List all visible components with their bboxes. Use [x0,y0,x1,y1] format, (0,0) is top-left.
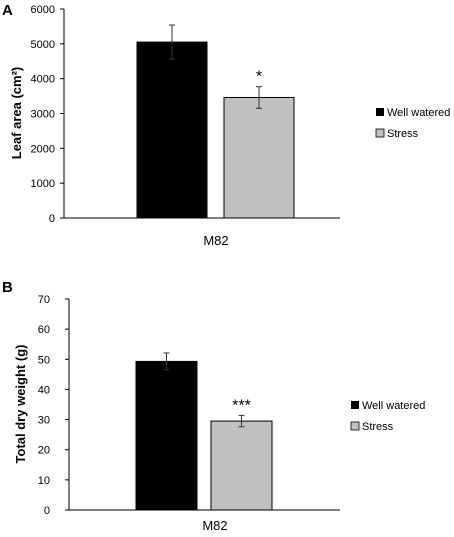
y-ticks-b: 0 10 20 30 40 50 60 70 [38,294,69,517]
y-tick-label: 3000 [31,109,55,121]
panel-letter-b: B [2,279,13,296]
y-axis-label-b: Total dry weight (g) [13,345,28,464]
y-tick-label: 20 [38,445,50,457]
legend-b: Well watered Stress [350,400,425,433]
bar-well-watered [135,360,198,511]
legend-label-stress-a: Stress [387,128,419,140]
panel-a: A 0 1000 2000 3000 4000 5000 6000 * Leaf area … [2,2,450,248]
legend-label-well-watered-a: Well watered [387,107,450,119]
category-label-b: M82 [202,518,227,533]
category-label-a: M82 [203,233,228,248]
y-axis-label-a: Leaf area (cm²) [9,67,24,159]
bar-stress [223,96,295,219]
bar-stress [210,420,273,511]
y-tick-label: 40 [38,384,50,396]
y-tick-label: 5000 [31,39,55,51]
y-tick-label: 0 [49,213,55,225]
legend-swatch-well-watered-b [351,401,359,409]
panel-letter-a: A [2,2,13,19]
legend-swatch-stress-b [350,421,360,431]
y-tick-label: 1000 [31,178,55,190]
legend-swatch-well-watered-a [376,108,384,116]
y-tick-label: 6000 [31,4,55,16]
bars-b: *** [135,352,273,511]
y-tick-label: 2000 [31,143,55,155]
y-tick-label: 4000 [31,74,55,86]
legend-a: Well watered Stress [375,107,450,140]
y-ticks-a: 0 1000 2000 3000 4000 5000 6000 [31,4,64,225]
bar-well-watered [136,41,208,219]
y-tick-label: 60 [38,324,50,336]
y-tick-label: 10 [38,475,50,487]
y-tick-label: 0 [44,505,50,517]
legend-swatch-stress-a [375,128,385,138]
legend-label-well-watered-b: Well watered [362,400,425,412]
y-tick-label: 50 [38,354,50,366]
significance-marker: *** [232,397,251,414]
bars-a: * [136,24,295,219]
y-tick-label: 30 [38,415,50,427]
y-tick-label: 70 [38,294,50,306]
significance-marker: * [256,69,262,86]
panel-b: B 0 10 20 30 40 50 60 70 *** Total dry weight (… [2,279,425,533]
legend-label-stress-b: Stress [362,421,394,433]
